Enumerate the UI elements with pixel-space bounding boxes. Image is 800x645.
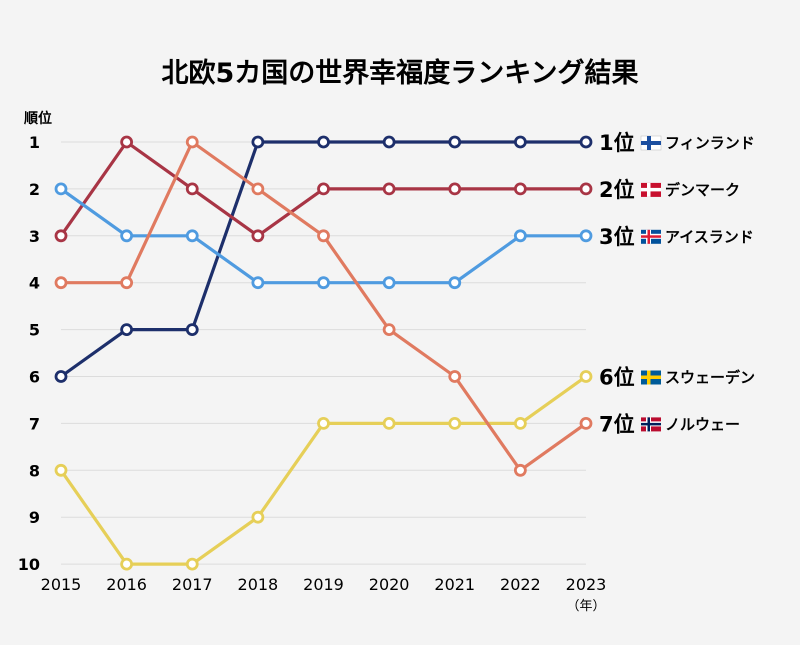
end-rank-label: 3位 (599, 225, 635, 249)
end-label: 7位 ノルウェー (599, 412, 740, 436)
flag-iceland-icon (641, 229, 661, 244)
chart-title: 北欧5カ国の世界幸福度ランキング結果 (162, 57, 639, 89)
end-rank-label: 2位 (599, 178, 635, 202)
end-series-name: デンマーク (665, 181, 740, 199)
data-point (579, 182, 593, 196)
y-tick-label: 6 (29, 368, 40, 387)
data-point (251, 276, 265, 290)
data-point (448, 182, 462, 196)
y-tick-label: 8 (29, 461, 40, 480)
data-point (579, 416, 593, 430)
data-point (448, 370, 462, 383)
data-point (317, 416, 330, 430)
series-lines (54, 135, 593, 571)
data-point (185, 135, 199, 149)
y-tick-label: 4 (29, 274, 40, 293)
series-1 (54, 135, 593, 243)
data-point (185, 323, 199, 337)
data-point (317, 182, 330, 196)
y-axis-label: 順位 (24, 110, 52, 127)
data-point (317, 229, 330, 243)
data-point (54, 229, 68, 243)
data-point (382, 416, 396, 430)
data-point (513, 416, 527, 430)
data-point (120, 323, 134, 337)
x-axis-unit: （年） (566, 599, 605, 614)
data-point (382, 135, 396, 149)
series-0 (54, 135, 593, 383)
end-series-name: ノルウェー (665, 415, 740, 433)
y-tick-label: 5 (29, 321, 40, 340)
end-series-name: スウェーデン (665, 369, 755, 387)
end-series-name: フィンランド (665, 134, 755, 152)
data-point (54, 370, 68, 383)
y-tick-label: 9 (29, 508, 40, 527)
grid-lines (61, 141, 586, 565)
y-tick-label: 2 (29, 180, 40, 199)
x-tick-label: 2015 (41, 575, 82, 594)
data-point (185, 182, 199, 196)
data-point (448, 276, 462, 290)
data-point (185, 229, 199, 243)
end-rank-label: 7位 (599, 412, 635, 436)
data-point (120, 276, 134, 290)
x-tick-label: 2017 (172, 575, 213, 594)
data-point (513, 182, 527, 196)
flag-denmark-icon (641, 182, 661, 197)
data-point (54, 463, 68, 477)
data-point (251, 229, 265, 243)
end-label: 2位 デンマーク (599, 178, 740, 202)
y-tick-label: 10 (18, 555, 40, 574)
data-point (251, 510, 265, 524)
data-point (382, 323, 396, 337)
data-point (513, 463, 527, 477)
end-label: 3位 アイスランド (599, 225, 754, 249)
x-tick-label: 2016 (106, 575, 147, 594)
data-point (448, 135, 462, 149)
data-point (513, 229, 527, 243)
end-label: 1位 フィンランド (599, 131, 755, 155)
data-point (120, 135, 134, 149)
data-point (317, 276, 330, 290)
end-label: 6位 スウェーデン (599, 366, 755, 390)
end-rank-label: 6位 (599, 366, 635, 390)
series-3 (54, 370, 593, 571)
data-point (317, 135, 330, 149)
data-point (579, 135, 593, 149)
x-tick-label: 2020 (369, 575, 410, 594)
y-tick-label: 3 (29, 227, 40, 246)
data-point (382, 182, 396, 196)
x-tick-label: 2022 (500, 575, 541, 594)
data-point (251, 182, 265, 196)
data-point (513, 135, 527, 149)
flag-norway-icon (641, 417, 661, 432)
data-point (579, 370, 593, 383)
data-point (120, 229, 134, 243)
y-tick-label: 1 (29, 133, 40, 152)
x-tick-label: 2018 (238, 575, 279, 594)
x-tick-label: 2019 (303, 575, 344, 594)
series-line (60, 140, 586, 378)
data-point (579, 229, 593, 243)
x-tick-label: 2021 (434, 575, 475, 594)
end-labels: 1位 フィンランド 2位 デンマーク 3位 アイスランド 6位 スウェーデン 7位 ノルウェー (599, 131, 755, 436)
data-point (448, 416, 462, 430)
flag-sweden-icon (641, 370, 661, 385)
end-rank-label: 1位 (599, 131, 635, 155)
series-4 (54, 135, 593, 477)
y-tick-label: 7 (29, 414, 40, 433)
data-point (251, 135, 265, 149)
data-point (120, 557, 134, 571)
flag-finland-icon (640, 135, 662, 151)
data-point (382, 276, 396, 290)
data-point (54, 182, 68, 196)
x-tick-label: 2023 (566, 575, 607, 594)
data-point (185, 557, 199, 571)
data-point (54, 276, 68, 290)
end-series-name: アイスランド (665, 228, 754, 246)
